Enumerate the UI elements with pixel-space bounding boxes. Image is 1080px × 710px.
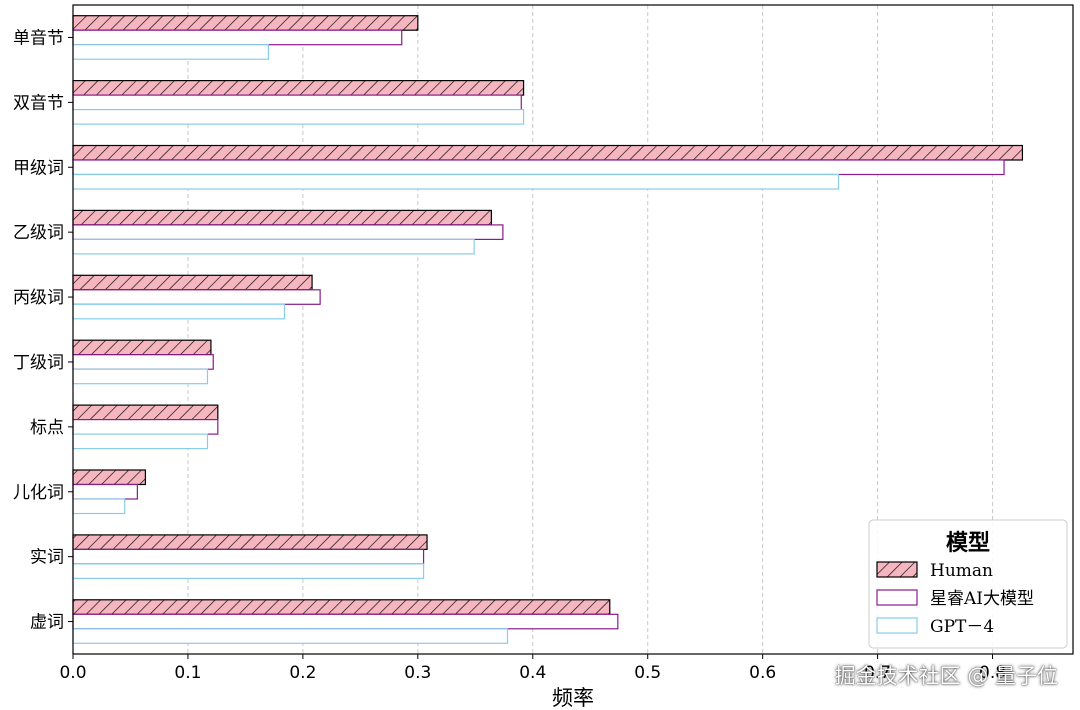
bar-xingrui <box>72 354 214 370</box>
legend-swatch <box>876 617 918 634</box>
category-label: 丙级词 <box>13 288 64 308</box>
watermark: 掘金技术社区 @ 量子位 <box>834 664 1058 688</box>
legend-title: 模型 <box>946 531 990 556</box>
bar-xingrui <box>72 224 504 240</box>
bar-human <box>72 144 1024 161</box>
bar-xingrui <box>72 159 1005 176</box>
tick-labels: 0.0 0.1 0.2 0.3 0.4 0.5 0.6 0.7 0.8 单音节双音节甲级词乙级词丙… <box>13 28 1006 683</box>
bar-human <box>72 15 419 31</box>
bar-human <box>72 209 492 226</box>
bar-gpt4 <box>72 368 209 385</box>
plot-frame <box>72 4 1074 655</box>
category-label: 双音节 <box>13 93 64 113</box>
bar-gpt4 <box>72 433 209 450</box>
bar-human <box>72 469 147 486</box>
x-tick-label: 0.2 <box>289 663 316 683</box>
x-tick-label: 0.6 <box>749 663 776 683</box>
bar-human <box>72 534 428 551</box>
bar-xingrui <box>72 613 619 630</box>
bar-gpt4 <box>72 563 425 580</box>
legend: 模型 Human 星睿AI大模型 GPT－4 <box>868 519 1068 649</box>
bar-xingrui <box>72 94 522 111</box>
bar-human <box>72 599 611 615</box>
category-label: 标点 <box>30 418 64 438</box>
x-tick-label: 0.0 <box>59 663 86 683</box>
category-label: 乙级词 <box>13 223 64 243</box>
legend-swatch <box>876 589 918 606</box>
bar-human <box>72 274 313 291</box>
category-label: 甲级词 <box>13 158 64 178</box>
bar-human <box>72 339 212 356</box>
bar-xingrui <box>72 548 425 565</box>
legend-label: Human <box>930 561 993 581</box>
bar-xingrui <box>72 29 403 46</box>
legend-label: GPT－4 <box>930 617 994 637</box>
legend-swatch <box>876 561 918 578</box>
bar-xingrui <box>72 419 219 435</box>
x-tick-label: 0.1 <box>174 663 201 683</box>
category-label: 虚词 <box>30 613 64 633</box>
category-label: 单音节 <box>13 28 64 48</box>
x-tick-label: 0.4 <box>519 663 546 683</box>
bar-xingrui <box>72 289 321 305</box>
bar-gpt4 <box>72 628 509 644</box>
bar-gpt4 <box>72 173 840 190</box>
bar-gpt4 <box>72 303 286 320</box>
bar-gpt4 <box>72 108 525 125</box>
bar-gpt4 <box>72 498 126 515</box>
category-label: 实词 <box>30 548 64 568</box>
legend-box <box>868 519 1068 649</box>
category-label: 丁级词 <box>13 353 64 373</box>
bar-gpt4 <box>72 238 475 255</box>
axes <box>68 4 1074 659</box>
bars <box>72 15 1024 644</box>
bar-gpt4 <box>72 44 270 60</box>
x-axis-title: 频率 <box>552 686 594 710</box>
category-label: 儿化词 <box>13 483 64 503</box>
x-tick-label: 0.8 <box>979 663 1006 683</box>
bar-human <box>72 404 219 421</box>
bar-human <box>72 79 525 96</box>
bar-xingrui <box>72 483 138 500</box>
legend-label: 星睿AI大模型 <box>930 589 1034 609</box>
x-tick-label: 0.7 <box>864 663 891 683</box>
x-tick-label: 0.5 <box>634 663 661 683</box>
x-tick-label: 0.3 <box>404 663 431 683</box>
